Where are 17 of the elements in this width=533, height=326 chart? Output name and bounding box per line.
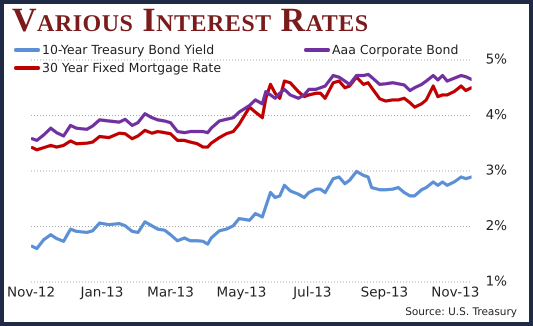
chart-title: Various Interest Rates [12, 3, 369, 40]
legend-label: 10-Year Treasury Bond Yield [42, 42, 214, 57]
x-tick-label: Jan-13 [79, 284, 124, 300]
x-tick-label: Sep-13 [360, 284, 408, 300]
legend-label: Aaa Corporate Bond [332, 42, 458, 57]
x-tick-label: May-13 [216, 284, 266, 300]
x-tick-label: Jul-13 [292, 284, 332, 300]
y-tick-label: 4% [486, 106, 508, 123]
y-tick-label: 5% [486, 52, 508, 68]
legend-label: 30 Year Fixed Mortgage Rate [42, 60, 222, 75]
x-tick-label: Nov-13 [431, 284, 480, 300]
y-tick-label: 3% [486, 162, 508, 178]
x-tick-label: Mar-13 [147, 284, 194, 300]
source-note: Source: U.S. Treasury [405, 306, 517, 318]
y-tick-label: 2% [486, 218, 508, 234]
y-tick-label: 1% [486, 273, 508, 290]
x-tick-label: Nov-12 [6, 284, 56, 300]
